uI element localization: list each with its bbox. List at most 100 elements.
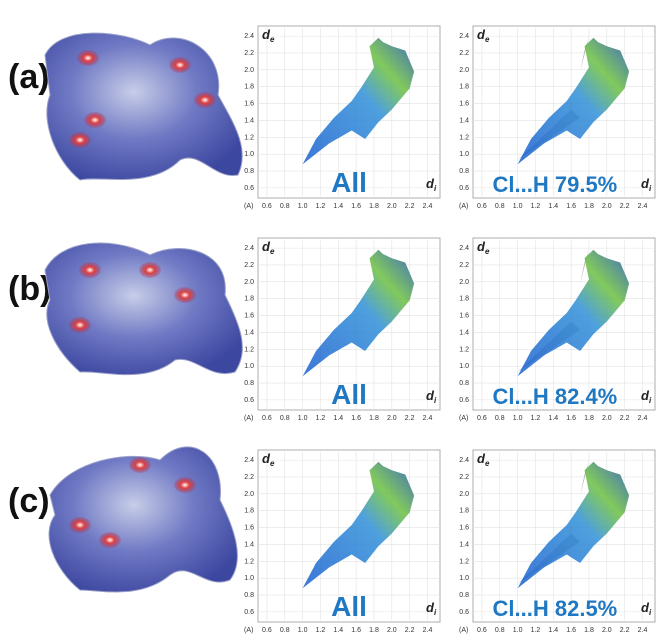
x-tick-label: 1.6	[351, 415, 361, 422]
plot-label: Cl...H 79.5%	[493, 172, 618, 197]
unit-label: (A)	[244, 203, 253, 210]
unit-label: (A)	[459, 415, 468, 422]
y-tick-label: 2.4	[244, 457, 254, 464]
y-tick-label: 1.2	[244, 558, 254, 565]
x-tick-label: 1.4	[548, 415, 558, 422]
red-spot	[69, 517, 91, 533]
x-tick-label: 1.0	[513, 627, 523, 634]
x-tick-label: 1.0	[298, 203, 308, 210]
x-tick-label: 1.6	[351, 627, 361, 634]
panel-label: (b)	[8, 270, 51, 308]
red-spot	[69, 132, 91, 148]
y-tick-label: 2.2	[459, 50, 469, 57]
unit-label: (A)	[244, 627, 253, 634]
y-tick-label: 0.8	[459, 168, 469, 175]
x-tick-label: 1.6	[566, 203, 576, 210]
x-tick-label: 2.4	[423, 203, 433, 210]
unit-label: (A)	[459, 627, 468, 634]
y-axis-subscript: e	[485, 247, 490, 256]
y-tick-label: 2.4	[459, 457, 469, 464]
y-tick-label: 0.8	[244, 168, 254, 175]
plot-label: Cl...H 82.4%	[493, 384, 618, 409]
x-tick-label: 0.8	[495, 627, 505, 634]
red-spot	[169, 57, 191, 73]
x-tick-label: 2.2	[405, 415, 415, 422]
y-axis-subscript: e	[270, 35, 275, 44]
x-tick-label: 0.6	[477, 415, 487, 422]
x-tick-label: 1.8	[369, 415, 379, 422]
x-tick-label: 1.8	[584, 627, 594, 634]
y-tick-label: 1.2	[459, 346, 469, 353]
y-tick-label: 0.6	[459, 185, 469, 192]
y-tick-label: 1.4	[244, 541, 254, 548]
y-tick-label: 1.2	[244, 134, 254, 141]
x-tick-label: 1.8	[369, 627, 379, 634]
y-tick-label: 0.6	[459, 397, 469, 404]
x-tick-label: 0.8	[280, 203, 290, 210]
x-tick-label: 1.2	[316, 627, 326, 634]
x-tick-label: 2.2	[620, 627, 630, 634]
x-tick-label: 1.0	[513, 203, 523, 210]
x-tick-label: 1.6	[566, 627, 576, 634]
x-tick-label: 2.0	[387, 415, 397, 422]
x-tick-label: 1.4	[333, 415, 343, 422]
red-spot	[69, 317, 91, 333]
x-tick-label: 1.2	[531, 415, 541, 422]
x-tick-label: 0.8	[280, 627, 290, 634]
x-tick-label: 1.8	[584, 415, 594, 422]
y-tick-label: 0.6	[244, 185, 254, 192]
y-axis-subscript: e	[485, 459, 490, 468]
y-tick-label: 1.0	[459, 151, 469, 158]
y-tick-label: 2.2	[244, 262, 254, 269]
plot-label: Cl...H 82.5%	[493, 596, 618, 621]
red-spot	[84, 112, 106, 128]
y-tick-label: 1.4	[459, 329, 469, 336]
y-tick-label: 2.4	[459, 33, 469, 40]
x-tick-label: 1.8	[584, 203, 594, 210]
x-tick-label: 0.6	[477, 203, 487, 210]
y-tick-label: 0.8	[459, 380, 469, 387]
y-tick-label: 2.0	[244, 279, 254, 286]
x-tick-label: 1.2	[531, 627, 541, 634]
y-tick-label: 2.0	[459, 279, 469, 286]
y-tick-label: 0.8	[244, 380, 254, 387]
y-tick-label: 2.2	[244, 50, 254, 57]
red-spot	[194, 92, 216, 108]
y-tick-label: 1.8	[459, 84, 469, 91]
red-spot	[129, 457, 151, 473]
x-tick-label: 2.2	[405, 627, 415, 634]
x-tick-label: 1.2	[316, 415, 326, 422]
red-spot	[79, 262, 101, 278]
x-tick-label: 2.4	[638, 627, 648, 634]
x-tick-label: 1.0	[298, 627, 308, 634]
y-axis-subscript: e	[270, 247, 275, 256]
figure: (a)0.60.81.01.21.41.61.82.02.22.40.60.81…	[0, 0, 664, 637]
y-tick-label: 1.8	[244, 84, 254, 91]
x-tick-label: 0.8	[495, 203, 505, 210]
y-tick-label: 2.2	[459, 474, 469, 481]
x-tick-label: 1.6	[351, 203, 361, 210]
plot-label: All	[331, 379, 367, 410]
hirshfeld-surface	[45, 33, 242, 180]
x-tick-label: 1.6	[566, 415, 576, 422]
y-tick-label: 1.0	[244, 575, 254, 582]
x-tick-label: 1.4	[548, 203, 558, 210]
y-tick-label: 1.6	[459, 101, 469, 108]
x-tick-label: 2.0	[602, 203, 612, 210]
x-tick-label: 2.2	[405, 203, 415, 210]
red-spot	[139, 262, 161, 278]
y-tick-label: 1.0	[459, 575, 469, 582]
y-axis-subscript: e	[270, 459, 275, 468]
x-tick-label: 0.6	[262, 203, 272, 210]
x-tick-label: 2.4	[423, 415, 433, 422]
y-tick-label: 1.8	[459, 296, 469, 303]
hirshfeld-surface	[45, 243, 242, 375]
x-tick-label: 0.6	[477, 627, 487, 634]
y-tick-label: 1.8	[244, 508, 254, 515]
y-tick-label: 2.4	[244, 33, 254, 40]
y-tick-label: 1.0	[459, 363, 469, 370]
y-tick-label: 0.6	[244, 609, 254, 616]
y-axis-subscript: e	[485, 35, 490, 44]
x-tick-label: 2.0	[602, 627, 612, 634]
plot-label: All	[331, 167, 367, 198]
